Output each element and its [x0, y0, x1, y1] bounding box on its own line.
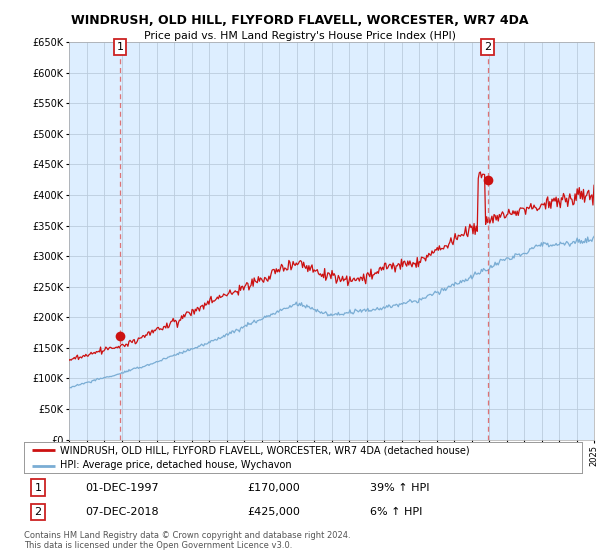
Text: Price paid vs. HM Land Registry's House Price Index (HPI): Price paid vs. HM Land Registry's House … — [144, 31, 456, 41]
Text: £170,000: £170,000 — [247, 483, 300, 493]
Text: WINDRUSH, OLD HILL, FLYFORD FLAVELL, WORCESTER, WR7 4DA: WINDRUSH, OLD HILL, FLYFORD FLAVELL, WOR… — [71, 14, 529, 27]
Text: 2: 2 — [34, 507, 41, 517]
Text: Contains HM Land Registry data © Crown copyright and database right 2024.
This d: Contains HM Land Registry data © Crown c… — [24, 531, 350, 550]
Text: HPI: Average price, detached house, Wychavon: HPI: Average price, detached house, Wych… — [60, 460, 292, 470]
Text: 1: 1 — [34, 483, 41, 493]
Text: WINDRUSH, OLD HILL, FLYFORD FLAVELL, WORCESTER, WR7 4DA (detached house): WINDRUSH, OLD HILL, FLYFORD FLAVELL, WOR… — [60, 445, 470, 455]
Text: 2: 2 — [484, 42, 491, 52]
Text: 07-DEC-2018: 07-DEC-2018 — [85, 507, 159, 517]
Text: 1: 1 — [116, 42, 124, 52]
Text: 01-DEC-1997: 01-DEC-1997 — [85, 483, 159, 493]
Text: 39% ↑ HPI: 39% ↑ HPI — [370, 483, 430, 493]
Text: £425,000: £425,000 — [247, 507, 300, 517]
Text: 6% ↑ HPI: 6% ↑ HPI — [370, 507, 422, 517]
